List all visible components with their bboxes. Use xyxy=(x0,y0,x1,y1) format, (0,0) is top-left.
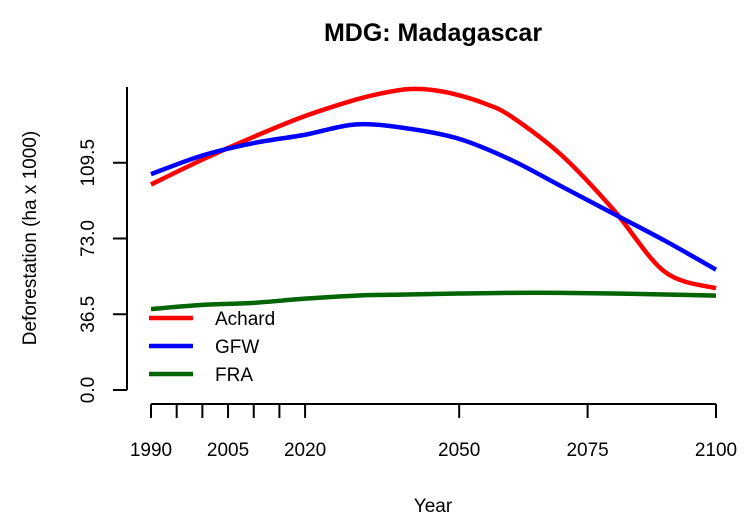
x-tick-label: 2050 xyxy=(438,440,480,461)
x-axis-ticks: 1990 2005 2020 2050 2075 2100 xyxy=(130,404,737,461)
x-tick-label: 2075 xyxy=(566,440,608,461)
y-axis-label: Deforestation (ha x 1000) xyxy=(20,131,41,345)
series-lines xyxy=(150,86,718,312)
series-line-gfw xyxy=(150,121,718,272)
y-tick-label: 36.5 xyxy=(78,296,99,333)
x-tick-label: 2020 xyxy=(284,440,326,461)
legend-label-fra: FRA xyxy=(215,365,253,386)
x-axis-label: Year xyxy=(414,496,453,517)
x-tick-label: 2005 xyxy=(207,440,249,461)
series-line-fra xyxy=(150,290,717,312)
x-tick-label: 1990 xyxy=(130,440,172,461)
legend-label-gfw: GFW xyxy=(215,337,259,358)
legend-label-achard: Achard xyxy=(215,309,275,330)
legend: Achard GFW FRA xyxy=(149,309,275,386)
chart-title: MDG: Madagascar xyxy=(324,19,542,47)
y-tick-label: 73.0 xyxy=(78,220,99,257)
series-line-achard xyxy=(150,86,717,291)
x-tick-label: 2100 xyxy=(695,440,737,461)
y-tick-label: 109.5 xyxy=(78,139,99,187)
y-axis-ticks: 0.0 36.5 73.0 109.5 xyxy=(78,139,127,403)
y-tick-label: 0.0 xyxy=(78,377,99,403)
